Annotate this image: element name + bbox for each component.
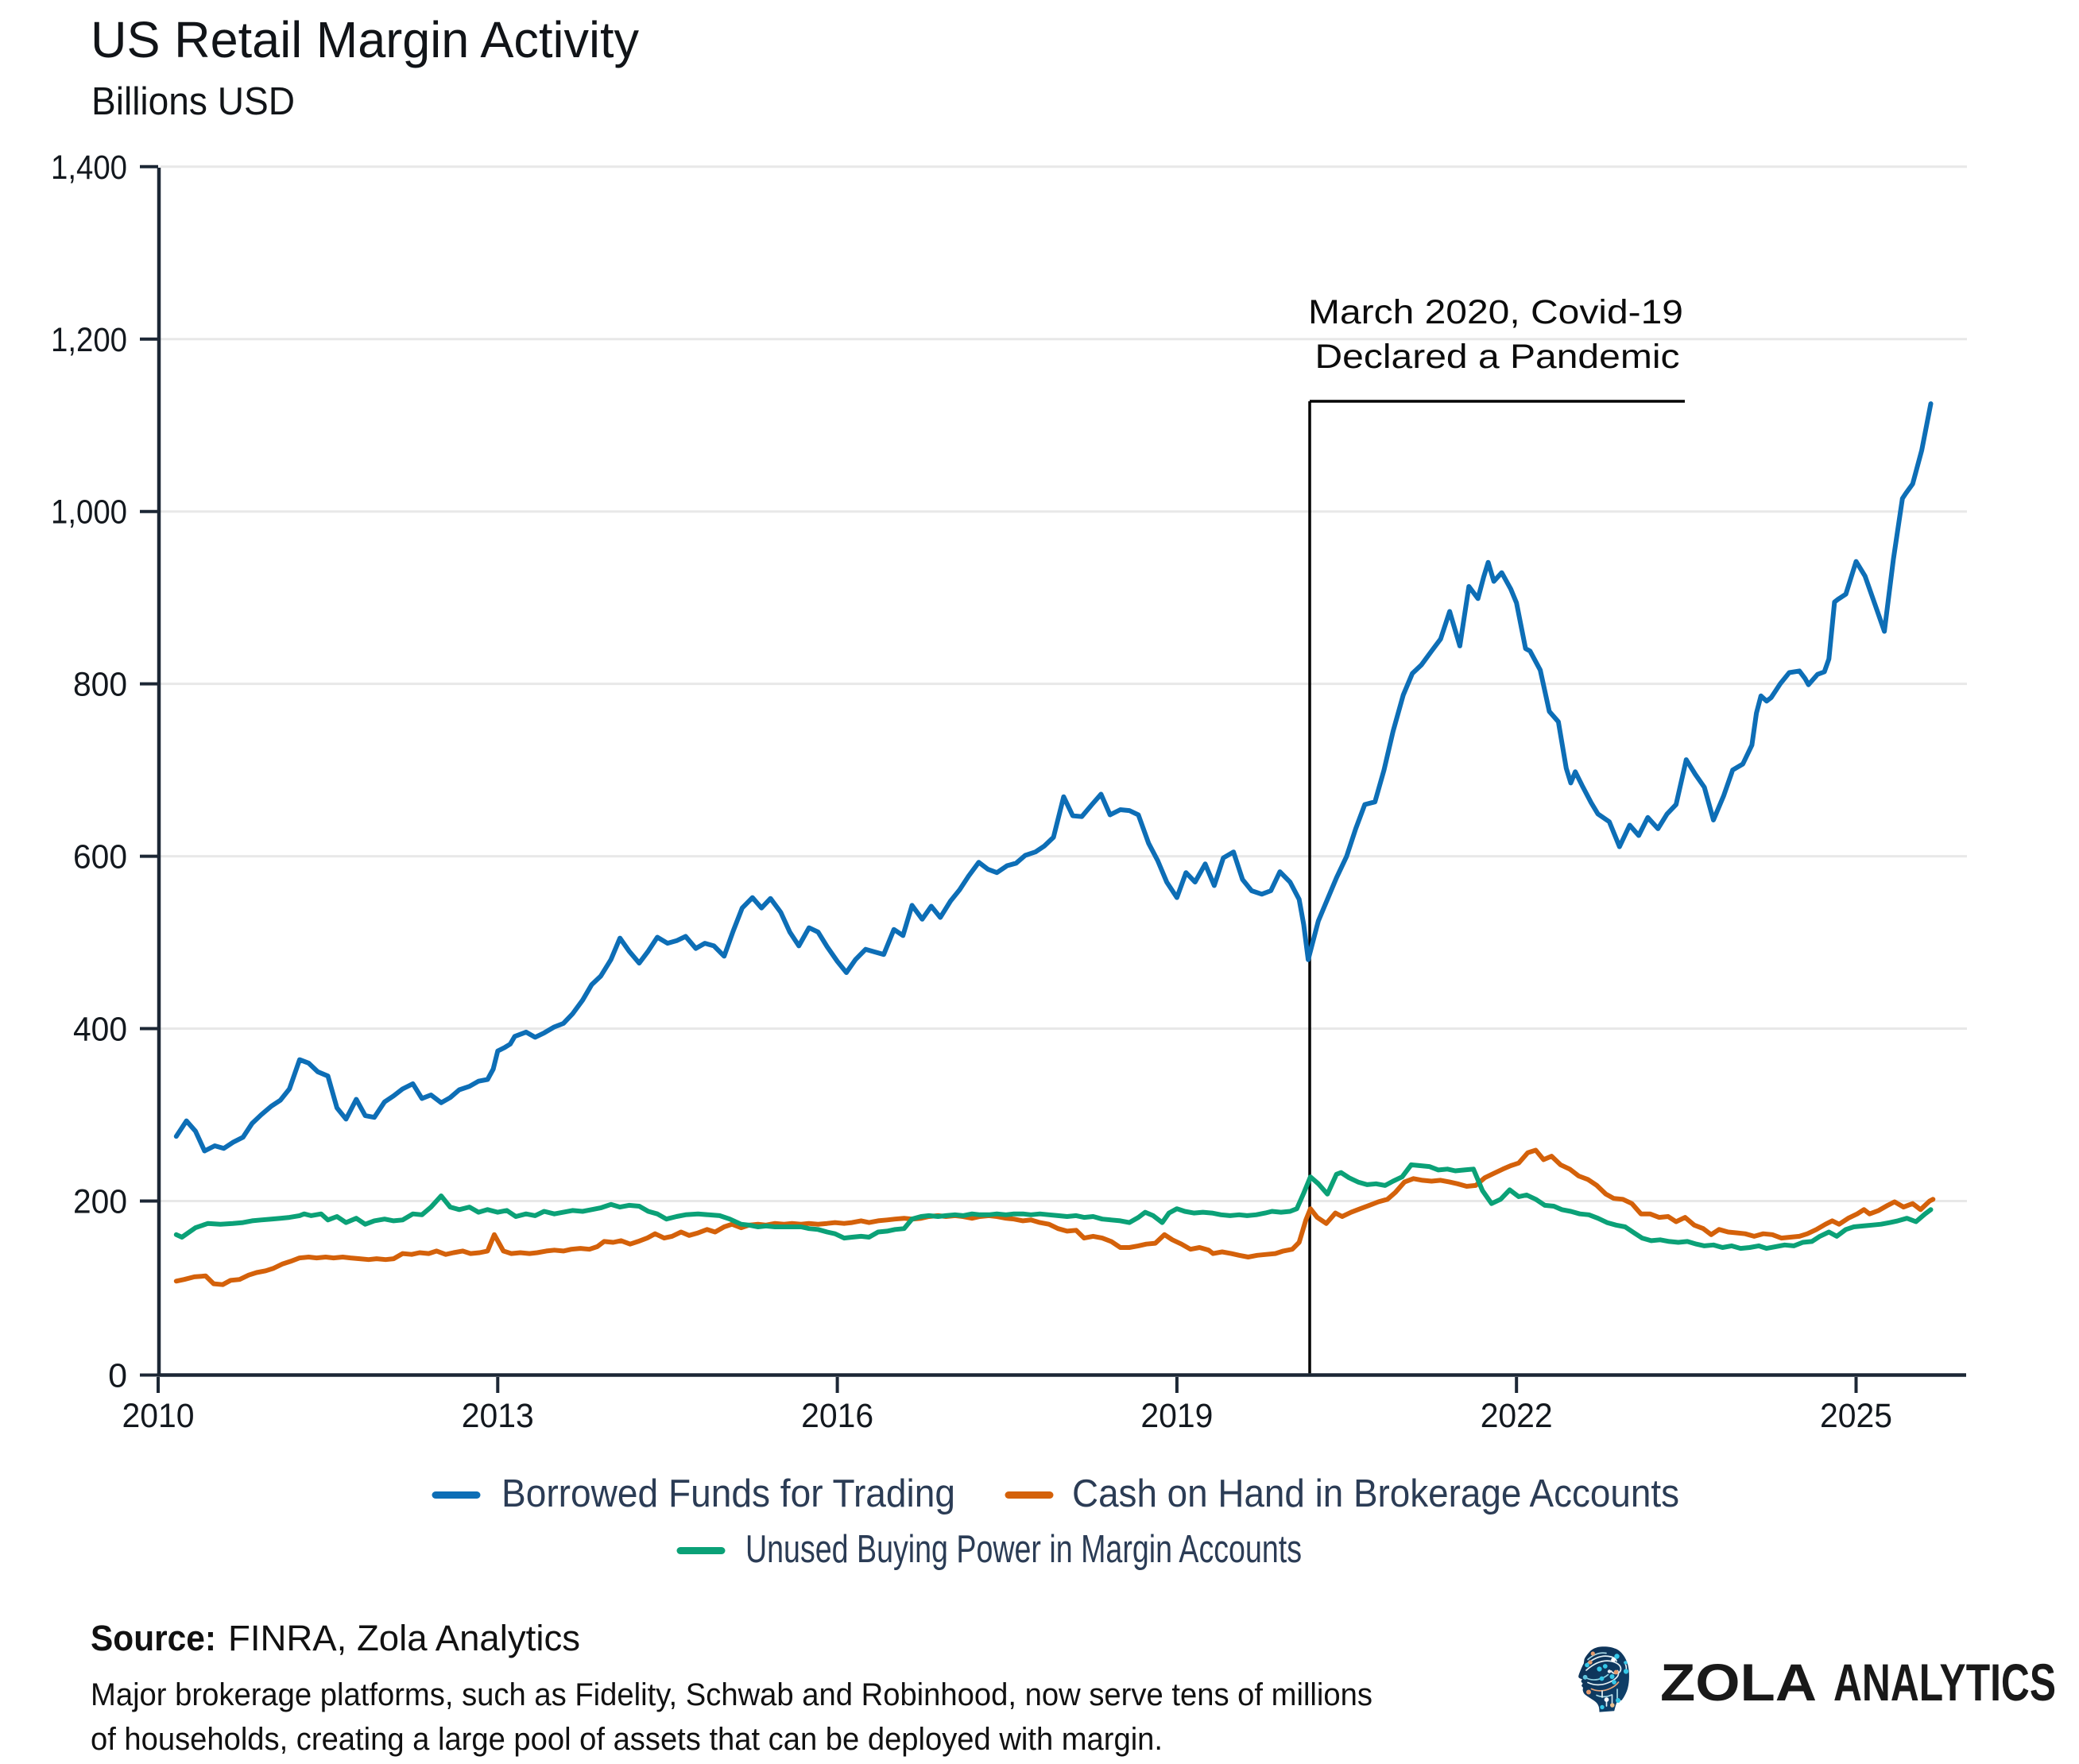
svg-text:400: 400: [73, 1011, 127, 1049]
svg-text:US Retail Margin Activity: US Retail Margin Activity: [91, 11, 639, 68]
svg-text:Declared a Pandemic: Declared a Pandemic: [1315, 338, 1680, 376]
svg-text:0: 0: [108, 1357, 127, 1395]
svg-text:2022: 2022: [1481, 1397, 1553, 1435]
svg-text:Unused Buying Power in Margin: Unused Buying Power in Margin Accounts: [745, 1528, 1302, 1571]
svg-text:FINRA, Zola Analytics: FINRA, Zola Analytics: [228, 1618, 580, 1658]
svg-text:2019: 2019: [1140, 1397, 1213, 1435]
svg-text:2016: 2016: [801, 1397, 873, 1435]
svg-text:1,400: 1,400: [51, 149, 127, 187]
svg-text:1,200: 1,200: [51, 321, 127, 359]
svg-text:ANALYTICS: ANALYTICS: [1833, 1653, 2056, 1712]
svg-text:200: 200: [73, 1183, 127, 1221]
svg-text:800: 800: [73, 666, 127, 704]
svg-text:Cash on Hand in Brokerage Acco: Cash on Hand in Brokerage Accounts: [1072, 1472, 1679, 1515]
svg-text:2013: 2013: [462, 1397, 534, 1435]
svg-text:ZOLA: ZOLA: [1660, 1653, 1817, 1712]
svg-text:Billions USD: Billions USD: [91, 80, 295, 123]
svg-text:600: 600: [73, 838, 127, 876]
svg-text:Major brokerage platforms, suc: Major brokerage platforms, such as Fidel…: [91, 1677, 1372, 1712]
svg-text:Source:: Source:: [91, 1618, 216, 1658]
svg-text:of households, creating a larg: of households, creating a large pool of …: [91, 1722, 1163, 1757]
svg-text:1,000: 1,000: [51, 493, 127, 532]
svg-text:Borrowed Funds for Trading: Borrowed Funds for Trading: [501, 1472, 955, 1515]
svg-text:2025: 2025: [1820, 1397, 1892, 1435]
svg-text:March 2020, Covid-19: March 2020, Covid-19: [1308, 293, 1683, 331]
svg-text:2010: 2010: [122, 1397, 195, 1435]
